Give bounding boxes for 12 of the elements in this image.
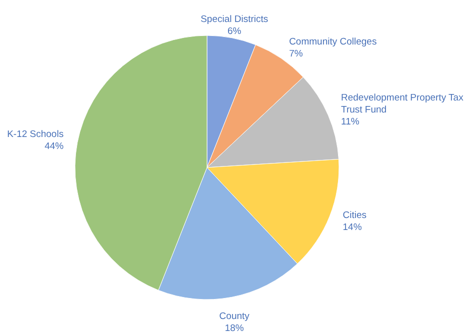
slice-label: County: [219, 310, 250, 322]
data-label: 18%: [224, 322, 244, 334]
data-label: 44%: [44, 141, 64, 152]
data-label: 11%: [340, 116, 360, 128]
slice-label: Special Districts: [200, 14, 268, 26]
slice-label: Cities: [342, 210, 367, 222]
slice-label: K-12 Schools: [7, 129, 64, 140]
data-label: 7%: [289, 48, 304, 60]
data-label: 6%: [227, 26, 242, 38]
data-label: 14%: [342, 222, 362, 234]
slice-label: Community Colleges: [289, 36, 377, 48]
slice-label: Redevelopment Property Tax Trust Fund: [340, 92, 464, 116]
